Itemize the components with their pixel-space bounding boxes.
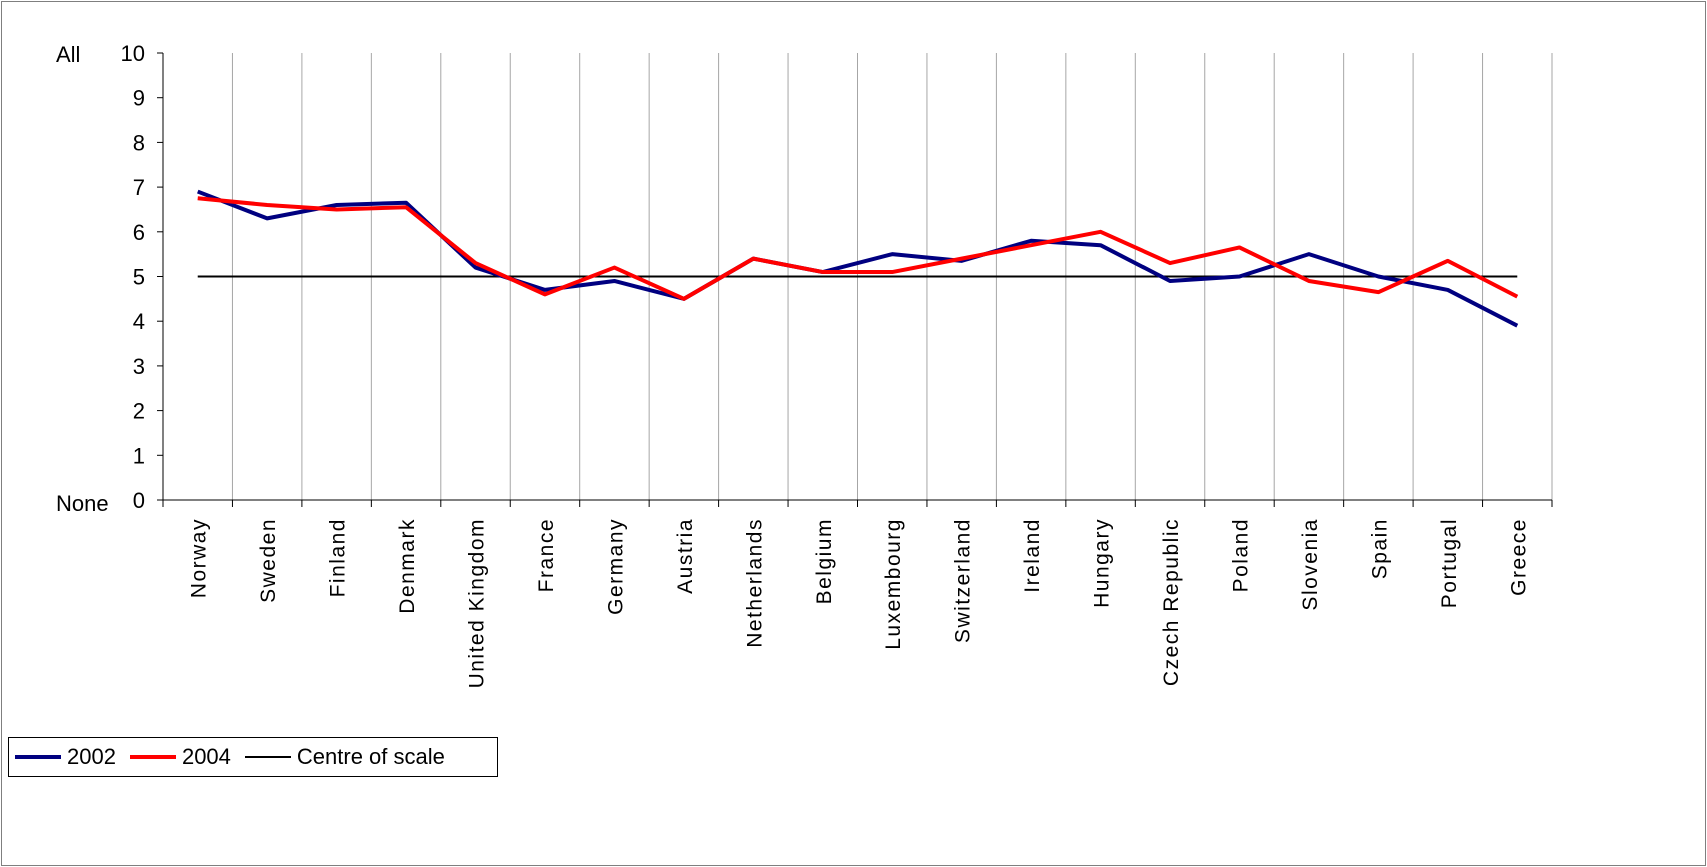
x-tick-label: Hungary bbox=[1091, 518, 1114, 608]
x-tick-label: Finland bbox=[327, 518, 350, 597]
y-tick-label: 8 bbox=[133, 130, 145, 155]
x-tick-label: Slovenia bbox=[1299, 518, 1322, 611]
x-tick-label: France bbox=[535, 518, 558, 592]
legend: 2002 2004 Centre of scale bbox=[8, 737, 498, 777]
legend-item-2004: 2004 bbox=[129, 744, 239, 770]
y-bottom-label: None bbox=[56, 491, 109, 516]
x-tick-label: Austria bbox=[674, 518, 697, 594]
x-tick-label: Czech Republic bbox=[1160, 518, 1183, 686]
axes bbox=[157, 52, 1553, 507]
legend-swatch-2002 bbox=[15, 755, 61, 759]
y-tick-label: 7 bbox=[133, 175, 145, 200]
legend-swatch-centre bbox=[244, 756, 291, 758]
x-tick-label: Switzerland bbox=[952, 518, 975, 643]
x-tick-label: Poland bbox=[1229, 518, 1252, 592]
legend-item-centre: Centre of scale bbox=[244, 744, 453, 770]
y-tick-label: 0 bbox=[133, 488, 145, 513]
series-lines bbox=[197, 189, 1519, 328]
y-tick-label: 1 bbox=[133, 443, 145, 468]
series-line-2004 bbox=[197, 196, 1519, 301]
x-tick-label: Belgium bbox=[813, 518, 836, 604]
y-tick-label: 10 bbox=[121, 41, 145, 66]
legend-label-centre: Centre of scale bbox=[296, 744, 445, 769]
x-tick-label: Norway bbox=[188, 518, 211, 598]
x-tick-label: Luxembourg bbox=[882, 518, 905, 650]
y-top-label: All bbox=[56, 42, 80, 67]
legend-swatch-2004 bbox=[129, 755, 176, 759]
x-tick-labels: Norway Sweden Finland Denmark United Kingdom… bbox=[188, 518, 1531, 688]
x-tick-label: Sweden bbox=[257, 518, 280, 603]
x-tick-label: Portugal bbox=[1438, 518, 1461, 608]
x-tick-label: Netherlands bbox=[743, 518, 766, 648]
y-tick-label: 9 bbox=[133, 86, 145, 111]
legend-item-2002: 2002 bbox=[15, 744, 124, 770]
x-tick-label: Greece bbox=[1507, 518, 1530, 596]
y-tick-label: 6 bbox=[133, 220, 145, 245]
y-tick-label: 3 bbox=[133, 354, 145, 379]
x-tick-label: Denmark bbox=[396, 518, 419, 614]
series-line-2002 bbox=[197, 189, 1519, 328]
legend-label-2002: 2002 bbox=[67, 744, 116, 769]
x-tick-label: United Kingdom bbox=[466, 518, 489, 688]
x-tick-label: Ireland bbox=[1021, 518, 1044, 593]
x-tick-label: Spain bbox=[1368, 518, 1391, 579]
y-tick-labels: 0 1 2 3 4 5 6 7 8 9 10 bbox=[121, 41, 145, 513]
legend-label-2004: 2004 bbox=[181, 744, 231, 769]
y-tick-label: 5 bbox=[133, 265, 145, 290]
y-tick-label: 4 bbox=[133, 309, 145, 334]
y-tick-label: 2 bbox=[133, 399, 145, 424]
x-tick-label: Germany bbox=[604, 518, 627, 615]
